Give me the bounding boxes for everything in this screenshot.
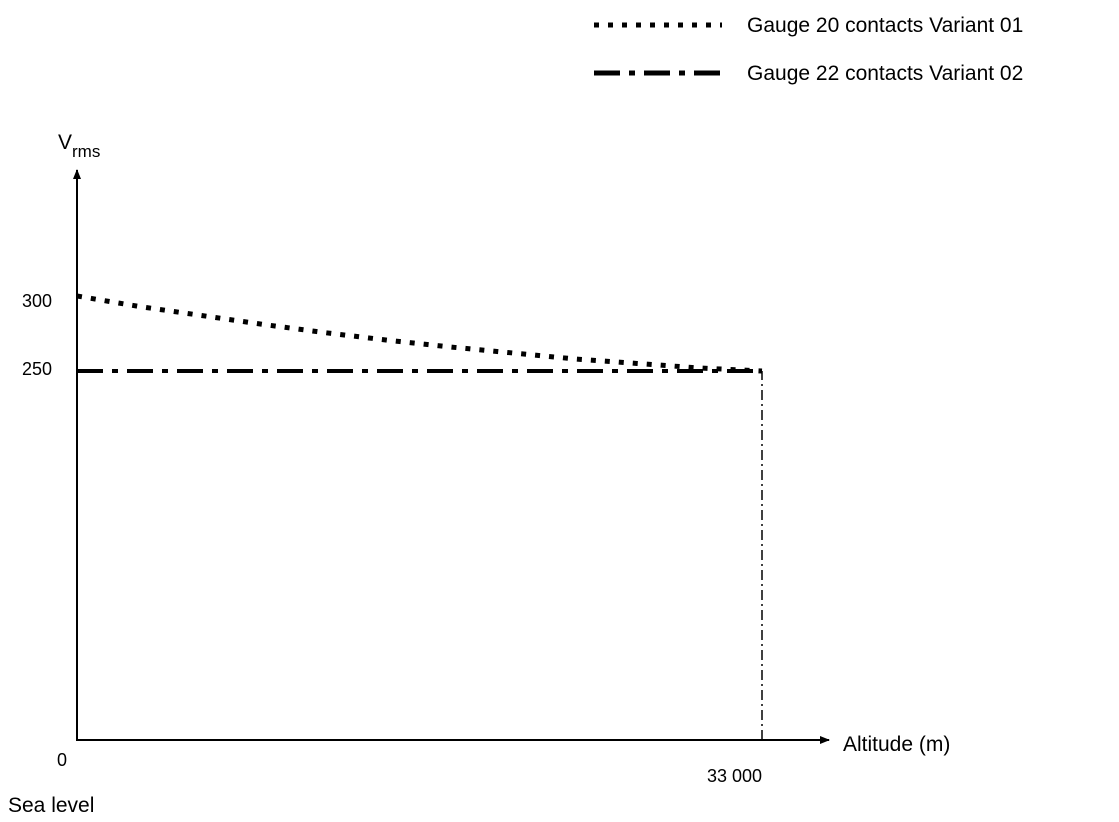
legend-label-series-1: Gauge 20 contacts Variant 01 bbox=[747, 14, 1023, 37]
legend: Gauge 20 contacts Variant 01 Gauge 22 co… bbox=[594, 14, 1023, 85]
y-axis-title: Vrms bbox=[58, 131, 100, 161]
y-tick-label-300: 300 bbox=[22, 291, 52, 311]
y-axis-title-subscript: rms bbox=[72, 142, 100, 161]
x-tick-label-33000: 33 000 bbox=[707, 766, 762, 786]
x-axis-title: Altitude (m) bbox=[843, 733, 950, 756]
legend-label-series-2: Gauge 22 contacts Variant 02 bbox=[747, 62, 1023, 85]
series-line-1 bbox=[76, 293, 763, 374]
x-origin-note: Sea level bbox=[8, 794, 94, 817]
y-axis-title-main: V bbox=[58, 131, 72, 154]
y-tick-label-250: 250 bbox=[22, 359, 52, 379]
plot-area bbox=[76, 293, 763, 740]
x-tick-label-0: 0 bbox=[57, 750, 67, 770]
